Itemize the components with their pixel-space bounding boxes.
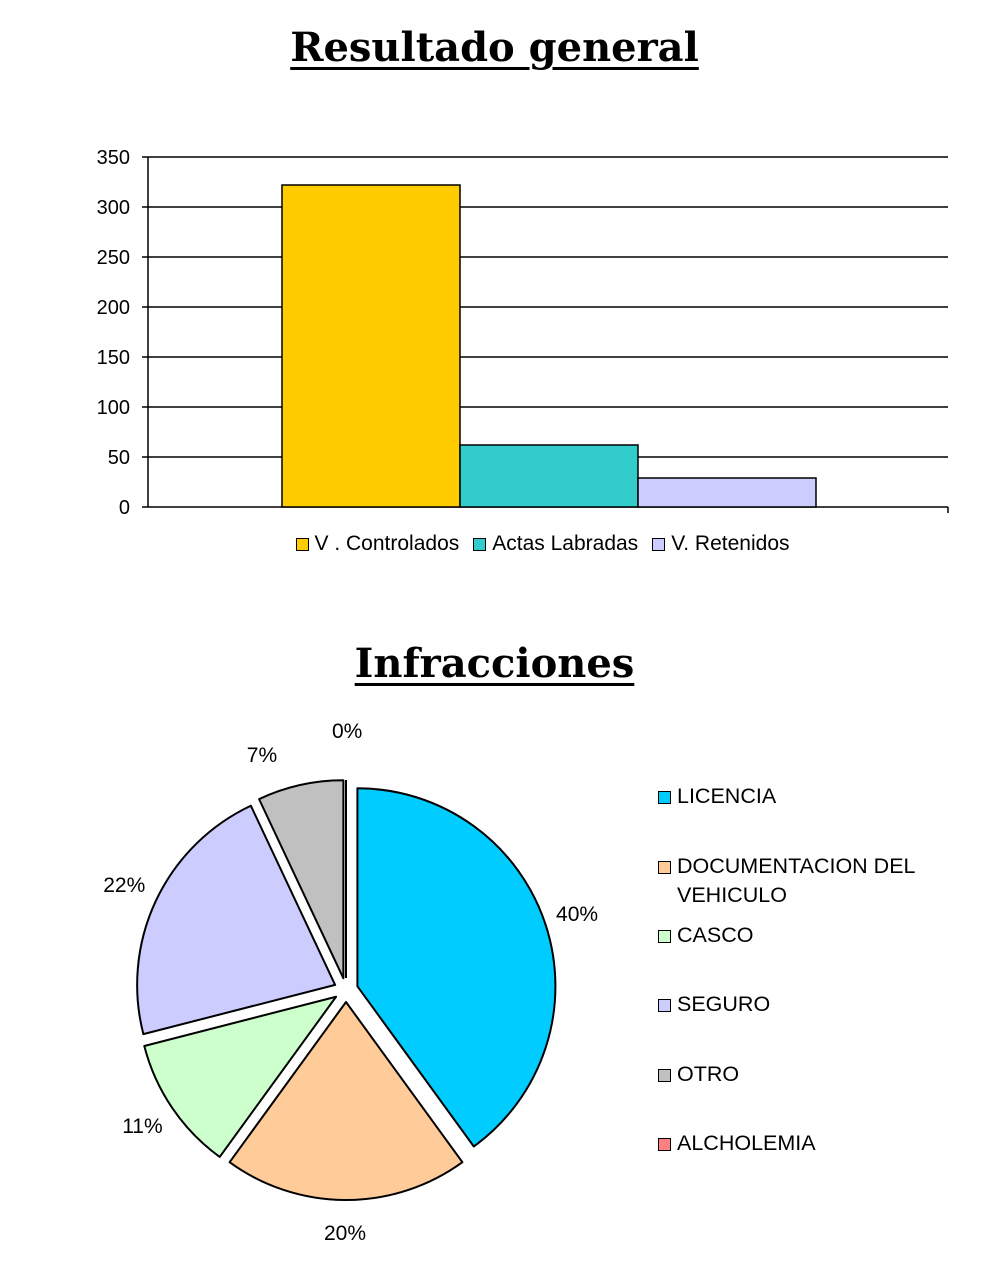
legend-item-otro: OTRO — [658, 1062, 968, 1089]
bar-chart: 0 50 100 150 200 250 300 350 — [97, 147, 949, 519]
pie-value-label: 22% — [103, 874, 146, 898]
legend-label: CASCO — [677, 923, 754, 947]
bar-actas-labradas — [459, 444, 639, 508]
y-tick-label: 350 — [97, 147, 130, 169]
y-tick-label: 250 — [97, 247, 130, 269]
legend-swatch — [658, 1069, 671, 1082]
legend-item-alcholemia: ALCHOLEMIA — [658, 1131, 968, 1158]
legend-label: ALCHOLEMIA — [677, 1131, 816, 1155]
legend-label: V . Controlados — [314, 532, 460, 555]
y-tick-label: 300 — [97, 197, 130, 219]
bar-v-controlados — [281, 184, 461, 508]
legend-label: OTRO — [677, 1062, 740, 1086]
legend-label: LICENCIA — [677, 784, 777, 808]
pie-value-label: 7% — [246, 743, 278, 767]
pie-value-label: 20% — [324, 1222, 367, 1245]
bar-chart-legend: V . Controlados Actas Labradas V. Reteni… — [0, 532, 989, 556]
legend-swatch — [658, 791, 671, 804]
legend-item-v-controlados: V . Controlados — [295, 532, 460, 556]
legend-item-v-retenidos: V. Retenidos — [652, 532, 790, 556]
bar-chart-title: Resultado general — [290, 24, 699, 71]
pie-slice-documentacion — [228, 1001, 464, 1202]
y-tick-label: 150 — [97, 347, 130, 369]
pie-value-label: 0% — [332, 720, 363, 743]
y-tick-label: 50 — [108, 447, 130, 469]
legend-label: V. Retenidos — [671, 532, 790, 555]
y-tick-label: 0 — [119, 497, 130, 519]
legend-swatch — [652, 537, 666, 551]
pie-slice-licencia — [356, 787, 557, 1148]
pie-slice-casco — [143, 995, 338, 1158]
legend-label: SEGURO — [677, 992, 771, 1016]
legend-item-actas-labradas: Actas Labradas — [473, 532, 638, 556]
legend-label: Actas Labradas — [492, 532, 639, 555]
legend-item-seguro: SEGURO — [658, 992, 968, 1019]
y-tick-label: 100 — [97, 397, 130, 419]
legend-swatch — [658, 930, 671, 943]
legend-item-licencia: LICENCIA — [658, 784, 968, 811]
legend-swatch — [658, 1138, 671, 1151]
pie-slice-otro — [258, 779, 345, 980]
pie-chart-title: Infracciones — [354, 640, 635, 687]
y-tick-label: 200 — [97, 297, 130, 319]
legend-swatch — [473, 537, 487, 551]
legend-label: DOCUMENTACION DEL VEHICULO — [677, 854, 915, 907]
pie-value-label: 40% — [556, 902, 599, 926]
legend-item-documentacion: DOCUMENTACION DEL VEHICULO — [658, 854, 958, 910]
bar-v-retenidos — [637, 477, 817, 508]
pie-value-label: 11% — [122, 1115, 163, 1139]
legend-swatch — [295, 537, 309, 551]
legend-swatch — [658, 999, 671, 1012]
legend-item-casco: CASCO — [658, 923, 968, 950]
pie-slice-seguro — [136, 804, 337, 1036]
legend-swatch — [658, 861, 671, 874]
